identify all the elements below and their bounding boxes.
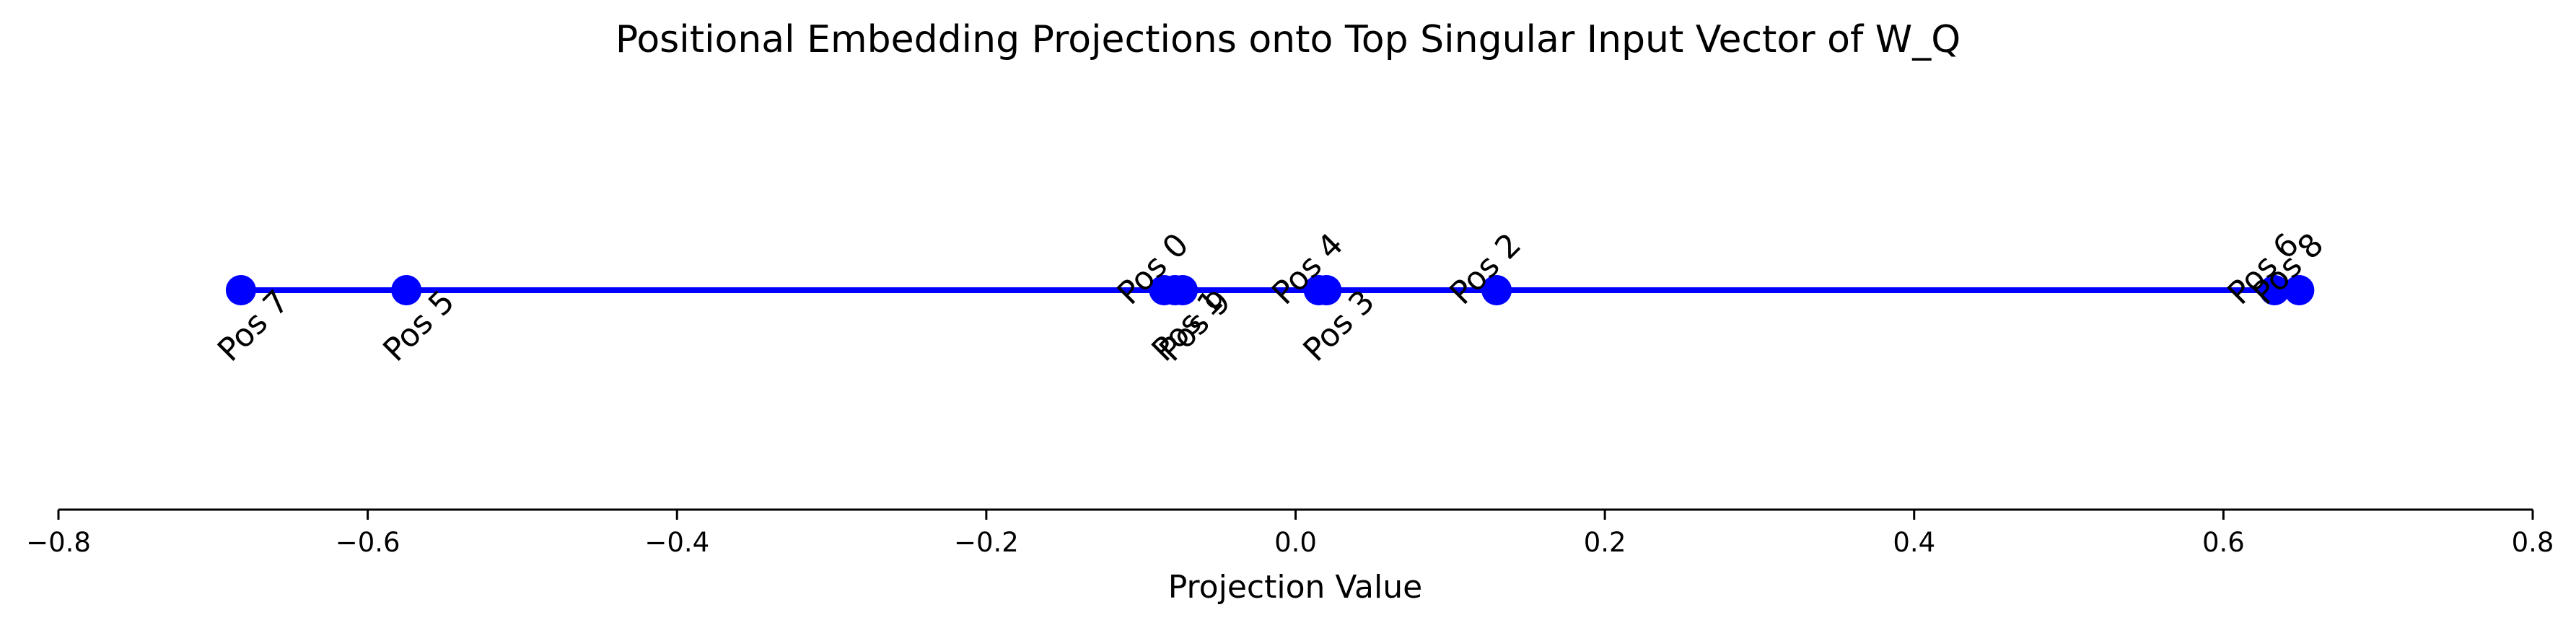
- x-tick-label: 0.2: [1584, 527, 1626, 558]
- x-tick-label: −0.2: [954, 527, 1019, 558]
- data-point: [2259, 275, 2290, 305]
- data-point: [2284, 275, 2315, 305]
- data-point: [1303, 275, 1334, 305]
- x-tick-label: −0.8: [26, 527, 91, 558]
- x-tick-label: −0.6: [336, 527, 400, 558]
- x-tick-label: −0.4: [644, 527, 709, 558]
- data-point: [1167, 275, 1199, 305]
- x-tick-label: 0.8: [2512, 527, 2554, 558]
- data-point: [225, 275, 256, 305]
- x-tick-label: 0.6: [2202, 527, 2245, 558]
- data-point: [1481, 275, 1512, 305]
- chart-title: Positional Embedding Projections onto To…: [615, 18, 1961, 61]
- x-tick-label: 0.0: [1274, 527, 1317, 558]
- data-point: [391, 275, 422, 305]
- x-axis-label: Projection Value: [1168, 569, 1422, 606]
- x-axis: −0.8 −0.6 −0.4 −0.2 0.0 0.2 0.4 0.6 0.8: [26, 508, 2554, 558]
- x-tick-label: 0.4: [1893, 527, 1935, 558]
